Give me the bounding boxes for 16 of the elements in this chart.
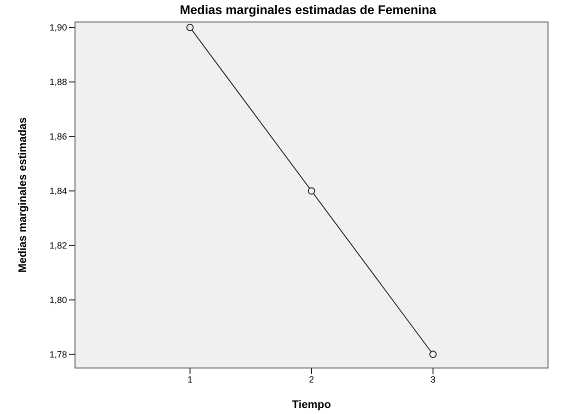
y-axis-title: Medias marginales estimadas (16, 117, 29, 273)
y-tick-label: 1,90 (49, 22, 67, 33)
x-tick-label: 3 (430, 374, 436, 384)
y-tick-label: 1,78 (49, 350, 67, 360)
point (429, 350, 437, 358)
x-tick-label: 2 (308, 374, 314, 384)
chart-title: Medias marginales estimadas de Femenina (178, 3, 438, 17)
y-tick-label: 1,86 (49, 132, 67, 142)
y-tick-label: 1,80 (49, 295, 67, 306)
y-tick-label: 1,88 (49, 77, 67, 88)
x-axis-title: Tiempo (292, 399, 332, 411)
x-tick-label: 1 (187, 374, 193, 384)
point (308, 187, 316, 195)
y-tick-label: 1,82 (49, 240, 67, 251)
point (186, 24, 194, 32)
y-tick-label: 1,84 (49, 186, 67, 196)
